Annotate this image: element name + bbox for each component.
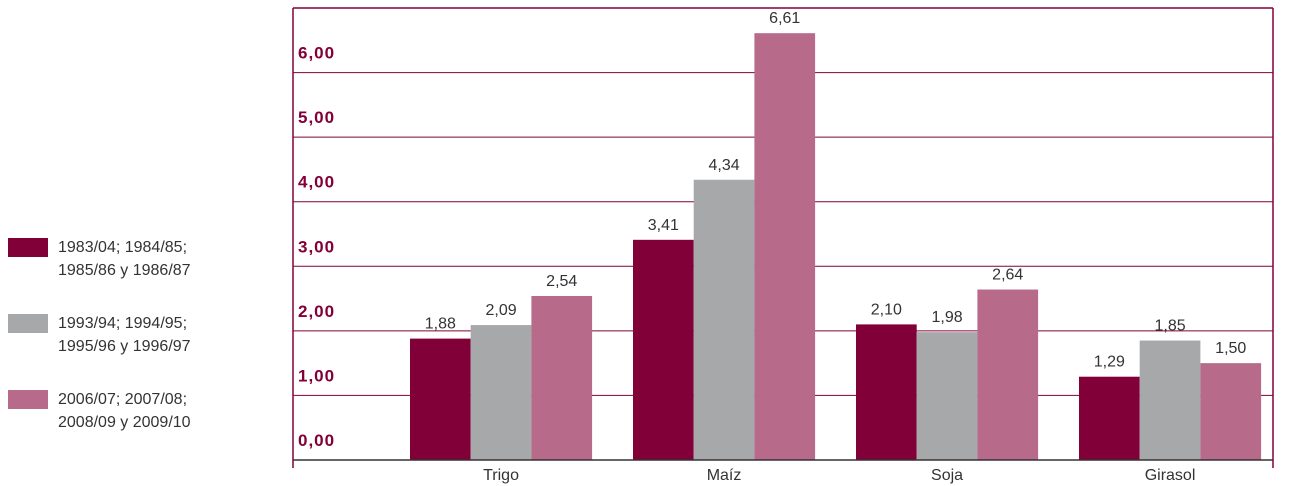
y-tick-label: 6,00 [298,44,335,63]
bar [916,332,978,460]
value-label: 1,85 [1154,318,1185,335]
value-label: 1,88 [425,316,456,333]
bar [693,179,755,460]
x-tick-label: Soja [931,467,963,484]
bar [977,289,1039,460]
bar [410,338,471,460]
bar [531,295,593,460]
y-tick-label: 2,00 [298,302,335,321]
value-label: 1,29 [1094,354,1125,371]
legend-swatch [8,314,48,333]
value-label: 2,09 [485,302,516,319]
legend-label: 2006/07; 2007/08; 2008/09 y 2009/10 [58,391,191,431]
x-tick-label: Girasol [1145,467,1196,484]
legend-item: 2006/07; 2007/08; 2008/09 y 2009/10 [8,388,238,434]
y-tick-label: 1,00 [298,366,335,385]
bar [470,325,532,460]
legend-swatch [8,238,48,257]
bar [1079,376,1140,460]
y-tick-label: 3,00 [298,237,335,256]
legend-swatch [8,390,48,409]
x-tick-label: Maíz [707,467,742,484]
bar [856,324,917,460]
bar [633,239,694,460]
legend-item: 1983/04; 1984/85; 1985/86 y 1986/87 [8,236,238,282]
legend-item: 1993/94; 1994/95; 1995/96 y 1996/97 [8,312,238,358]
bar [754,33,816,460]
value-label: 4,34 [708,157,739,174]
y-tick-label: 5,00 [298,108,335,127]
legend-label: 1993/94; 1994/95; 1995/96 y 1996/97 [58,315,191,355]
value-label: 2,64 [992,267,1023,284]
bar [1200,363,1262,460]
value-label: 2,10 [871,301,902,318]
value-label: 2,54 [546,273,577,290]
value-label: 1,50 [1215,340,1246,357]
bar [1139,340,1201,460]
value-label: 6,61 [769,10,800,27]
x-tick-label: Trigo [483,467,519,484]
y-tick-label: 0,00 [298,431,335,450]
value-label: 1,98 [931,309,962,326]
y-tick-label: 4,00 [298,173,335,192]
value-label: 3,41 [648,217,679,234]
legend-label: 1983/04; 1984/85; 1985/86 y 1986/87 [58,239,191,279]
